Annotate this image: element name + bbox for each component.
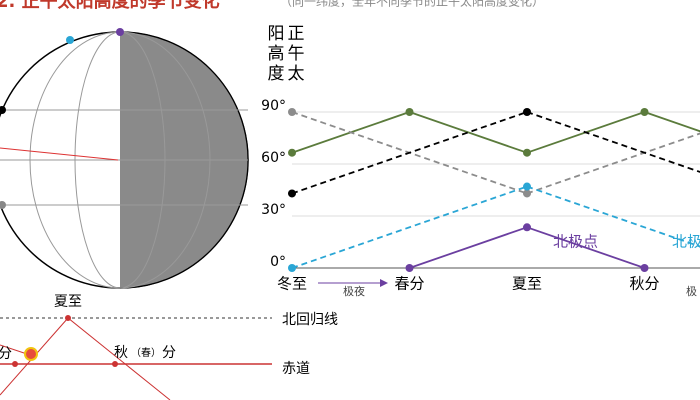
x-tick-label: 秋分: [629, 275, 659, 293]
point: [523, 223, 531, 232]
sun-path-diagram: 夏至 分 秋 （春） 分 北回归线 赤道: [0, 294, 338, 400]
globe: [0, 28, 249, 289]
y-tick-label: 90°: [261, 98, 286, 114]
label: 分: [0, 346, 12, 362]
point: [640, 108, 649, 116]
point: [288, 148, 296, 157]
series-connector: [526, 111, 700, 173]
y-axis-title: 阳: [268, 24, 285, 44]
label: 夏至: [54, 294, 82, 310]
x-tick-label: 夏至: [512, 275, 542, 293]
y-tick-label: 30°: [261, 202, 286, 218]
y-axis-title: 太: [288, 64, 305, 84]
annotation: 北极: [672, 233, 700, 251]
title: 2. 正午太阳高度的季节变化: [0, 0, 220, 12]
annotation: 极: [686, 284, 697, 298]
label: 赤道: [282, 361, 310, 377]
series-line: [409, 226, 645, 269]
subtitle: （同一纬度，全年不同季节的正午太阳高度变化）: [280, 0, 544, 9]
y-axis-title: 正: [288, 24, 305, 44]
point: [523, 182, 531, 191]
point: [288, 264, 296, 272]
point: [288, 108, 296, 116]
point: [640, 264, 649, 272]
series-connector: [291, 111, 528, 195]
y-axis-title: 高: [268, 44, 285, 64]
y-axis-title: 午: [288, 44, 305, 64]
label: 北回归线: [282, 311, 338, 328]
label: （春）: [131, 347, 161, 359]
x-tick-label: 春分: [394, 275, 424, 293]
series-connector: [291, 185, 528, 269]
point: [523, 148, 531, 157]
series-connector: [526, 132, 700, 195]
y-axis-title: 度: [268, 64, 285, 84]
label: 分: [162, 345, 176, 361]
annotation: 北极点: [553, 233, 598, 251]
series-connector: [526, 185, 700, 248]
arrow-head: [380, 279, 388, 287]
y-tick-label: 60°: [261, 150, 286, 166]
annotation: 极夜: [343, 284, 365, 298]
y-tick-label: 0°: [270, 254, 286, 270]
point: [405, 108, 414, 116]
point: [288, 189, 296, 198]
point: [523, 108, 531, 116]
point: [405, 264, 414, 272]
point: [523, 189, 531, 198]
x-tick-label: 冬至: [277, 275, 307, 293]
label: 秋: [114, 345, 128, 361]
